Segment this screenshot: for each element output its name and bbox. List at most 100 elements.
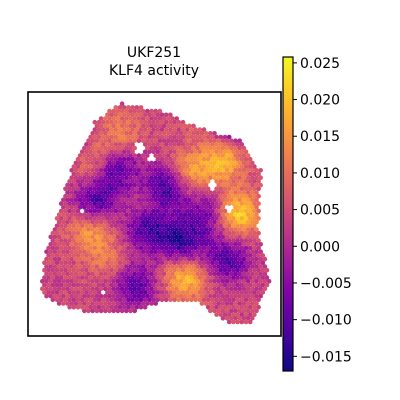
spot <box>65 249 70 254</box>
spot <box>197 142 203 147</box>
spot <box>61 212 66 217</box>
spot <box>176 186 182 192</box>
spot <box>243 156 249 162</box>
spot <box>250 242 255 247</box>
spot <box>258 264 264 269</box>
spot <box>50 253 56 258</box>
spot <box>71 171 77 177</box>
spot <box>220 153 226 158</box>
spot <box>134 216 140 221</box>
spot <box>84 297 89 303</box>
spot <box>176 179 182 184</box>
spot <box>75 297 81 303</box>
spot <box>224 219 230 225</box>
spot <box>174 205 179 210</box>
spot <box>243 297 249 303</box>
spot <box>79 282 85 288</box>
colorbar-tick-label: −0.010 <box>300 313 352 329</box>
spot <box>134 238 140 243</box>
spot <box>166 227 171 232</box>
spot <box>84 208 89 214</box>
spot <box>176 156 182 162</box>
spot <box>103 212 108 217</box>
spot <box>161 123 167 129</box>
spot <box>233 316 238 321</box>
spot <box>218 156 224 162</box>
spot <box>71 275 77 280</box>
spot <box>115 123 121 129</box>
spot <box>157 190 163 195</box>
spot <box>201 142 207 147</box>
spot <box>243 267 249 273</box>
spot <box>203 138 209 143</box>
spot <box>193 149 198 155</box>
spot <box>174 175 179 180</box>
spot <box>212 264 217 269</box>
spot <box>163 156 169 162</box>
spot <box>71 223 77 229</box>
spot <box>52 234 58 240</box>
spot <box>92 149 98 155</box>
spot <box>140 123 146 129</box>
spot <box>113 156 119 162</box>
spot <box>174 249 179 254</box>
spot <box>88 134 93 140</box>
spot <box>189 216 194 221</box>
spot <box>189 134 194 140</box>
spot <box>161 234 167 240</box>
spot <box>92 179 98 184</box>
spot <box>254 190 259 195</box>
spot <box>250 227 255 232</box>
spot <box>264 282 270 288</box>
spot <box>157 182 163 188</box>
spot <box>252 275 257 280</box>
spot <box>75 260 81 266</box>
spot <box>149 197 154 203</box>
spot <box>132 205 137 210</box>
spot <box>163 275 169 280</box>
spot <box>136 160 142 166</box>
spot <box>216 308 221 314</box>
spot <box>247 290 253 295</box>
spot <box>182 175 188 180</box>
spot <box>191 131 196 136</box>
spot <box>184 127 190 132</box>
spot <box>168 193 173 199</box>
spot <box>197 245 203 251</box>
spot <box>111 212 116 217</box>
spot <box>176 193 182 199</box>
spot <box>201 230 207 236</box>
spot <box>250 197 255 203</box>
spot <box>226 134 232 140</box>
spot <box>86 293 91 299</box>
spot <box>140 153 146 158</box>
spot <box>147 238 152 243</box>
spot <box>121 245 127 251</box>
spot <box>105 186 110 192</box>
spot <box>54 267 60 273</box>
spot <box>226 319 232 325</box>
spot <box>136 175 142 180</box>
spot <box>182 212 188 217</box>
spot <box>216 242 221 247</box>
spot <box>212 138 217 143</box>
spot <box>157 264 163 269</box>
spot <box>220 145 226 151</box>
spot <box>182 123 188 129</box>
spot <box>128 264 133 269</box>
spot <box>166 138 171 143</box>
spot <box>128 168 133 173</box>
spot <box>121 112 127 118</box>
spot <box>222 275 228 280</box>
spot <box>237 234 242 240</box>
spot <box>216 205 221 210</box>
spot <box>205 186 211 192</box>
spot <box>226 156 232 162</box>
spot <box>218 245 224 251</box>
spot <box>201 282 207 288</box>
spot <box>121 127 127 132</box>
spot <box>92 245 98 251</box>
spot <box>252 238 257 243</box>
spot <box>239 223 245 229</box>
spot <box>157 256 163 262</box>
